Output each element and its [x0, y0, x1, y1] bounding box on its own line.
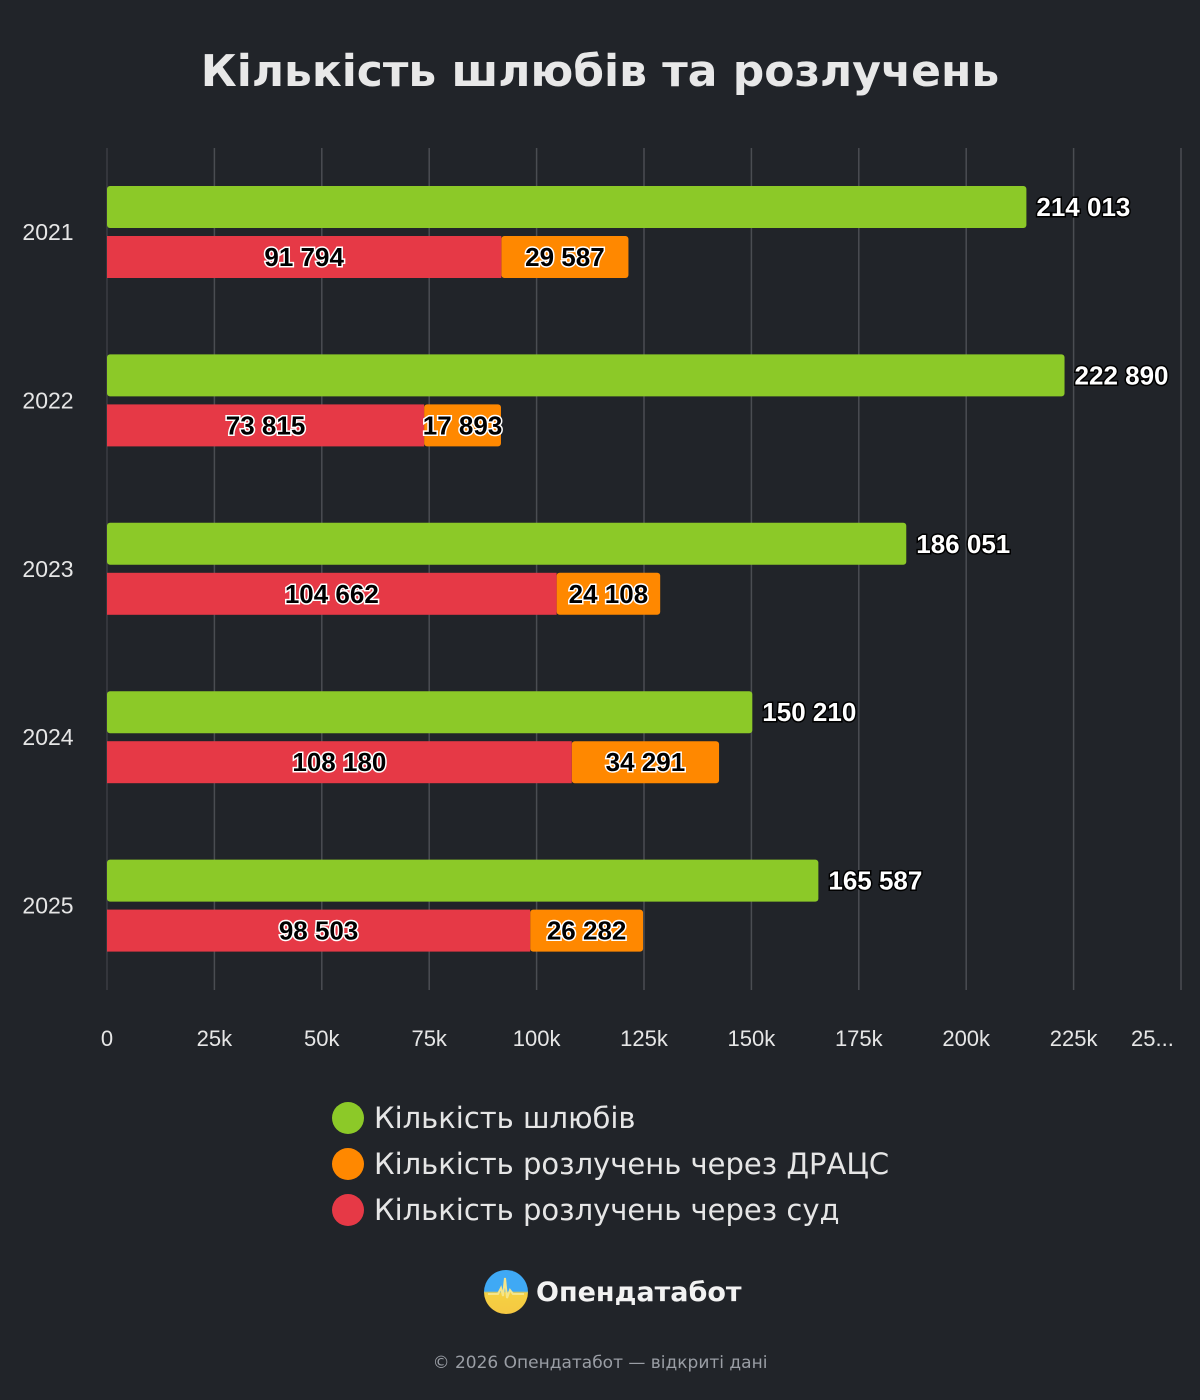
data-label-marriages: 214 013 [1036, 192, 1130, 222]
x-tick-label: 25k [197, 1026, 233, 1051]
data-label-divorces-dracs: 34 291 [606, 747, 686, 777]
bar-divorces-dracs [424, 404, 501, 447]
x-tick-label: 150k [728, 1026, 777, 1051]
bar-divorces-court [107, 741, 572, 784]
y-category-label: 2021 [22, 219, 73, 245]
legend-dot [332, 1148, 364, 1180]
data-label-divorces-dracs: 17 893 [423, 410, 503, 440]
data-label-divorces-dracs: 24 108 [569, 579, 649, 609]
x-tick-label: 175k [835, 1026, 884, 1051]
bar-marriages [107, 859, 819, 902]
y-category-label: 2023 [22, 556, 73, 582]
data-label-marriages: 186 051 [916, 529, 1010, 559]
legend-item-divorces-dracs[interactable]: Кількість розлучень через ДРАЦС [332, 1141, 889, 1187]
data-label-divorces-court: 91 794 [264, 242, 344, 272]
legend: Кількість шлюбів Кількість розлучень чер… [332, 1095, 889, 1233]
data-label-divorces-court: 108 180 [292, 747, 386, 777]
legend-label: Кількість розлучень через суд [374, 1193, 840, 1227]
bar-divorces-court [107, 404, 425, 447]
data-label-marriages: 165 587 [828, 866, 922, 896]
bar-divorces-dracs [556, 572, 661, 615]
y-category-label: 2024 [22, 724, 73, 750]
data-label-divorces-court: 104 662 [285, 579, 379, 609]
bar-divorces-dracs [530, 909, 644, 952]
data-label-divorces-dracs: 29 587 [525, 242, 605, 272]
opendatabot-logo-icon [484, 1270, 528, 1314]
x-tick-label: 200k [942, 1026, 991, 1051]
x-tick-label: 225k [1050, 1026, 1099, 1051]
legend-dot [332, 1102, 364, 1134]
x-tick-label: 125k [620, 1026, 669, 1051]
x-tick-label: 50k [304, 1026, 340, 1051]
bar-divorces-dracs [501, 236, 629, 278]
data-label-marriages: 222 890 [1075, 360, 1169, 390]
legend-item-marriages[interactable]: Кількість шлюбів [332, 1095, 889, 1141]
footer: © 2026 Опендатабот — відкриті дані [432, 1353, 768, 1373]
bar-chart: 0 25k 50k 75k 100k 125k 150k 175k 200k 225k 25... 2… [22, 148, 1182, 1051]
brand-name: Опендатабот [536, 1276, 742, 1308]
legend-item-divorces-court[interactable]: Кількість розлучень через суд [332, 1187, 889, 1233]
data-label-divorces-court: 98 503 [279, 916, 359, 946]
legend-dot [332, 1194, 364, 1226]
bar-divorces-court [107, 236, 502, 278]
bar-divorces-court [107, 909, 531, 952]
bar-marriages [107, 354, 1065, 397]
bar-marriages [107, 691, 753, 734]
data-label-divorces-dracs: 26 282 [547, 916, 627, 946]
x-tick-label: 100k [513, 1026, 562, 1051]
bar-marriages [107, 186, 1027, 228]
brand-logo: Опендатабот [484, 1270, 742, 1314]
x-tick-label: 75k [411, 1026, 447, 1051]
y-category-label: 2025 [22, 893, 73, 919]
bar-marriages [107, 522, 907, 565]
data-label-marriages: 150 210 [762, 697, 856, 727]
x-tick-label: 0 [101, 1026, 113, 1051]
chart-title: Кількість шлюбів та розлучень [200, 46, 1000, 97]
legend-label: Кількість шлюбів [374, 1101, 636, 1135]
x-tick-label: 25... [1131, 1026, 1174, 1051]
bar-divorces-dracs [571, 741, 720, 784]
data-label-divorces-court: 73 815 [226, 410, 306, 440]
y-category-label: 2022 [22, 387, 73, 413]
bar-divorces-court [107, 572, 557, 615]
legend-label: Кількість розлучень через ДРАЦС [374, 1147, 890, 1181]
